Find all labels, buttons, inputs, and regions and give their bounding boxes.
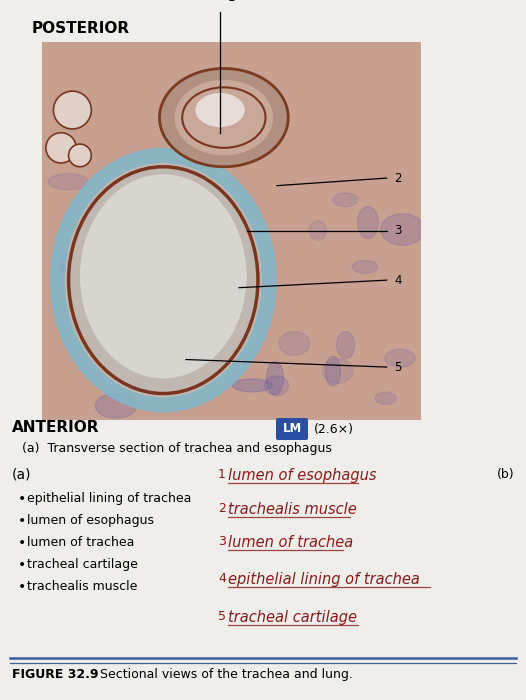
Ellipse shape	[322, 358, 353, 384]
Text: •: •	[18, 536, 26, 550]
Ellipse shape	[333, 193, 358, 206]
Ellipse shape	[196, 93, 245, 127]
Text: 2: 2	[218, 502, 226, 515]
Ellipse shape	[358, 206, 378, 238]
Ellipse shape	[60, 252, 84, 275]
Ellipse shape	[232, 379, 272, 392]
Ellipse shape	[96, 282, 112, 314]
Ellipse shape	[48, 174, 88, 190]
Text: trachealis muscle: trachealis muscle	[27, 580, 137, 593]
Text: trachealis muscle: trachealis muscle	[228, 502, 357, 517]
Ellipse shape	[381, 214, 424, 246]
Text: 1: 1	[218, 468, 226, 481]
Ellipse shape	[267, 362, 284, 395]
Ellipse shape	[279, 332, 310, 356]
Ellipse shape	[326, 356, 341, 386]
Ellipse shape	[174, 174, 211, 199]
FancyBboxPatch shape	[42, 42, 421, 420]
Text: •: •	[18, 558, 26, 572]
Ellipse shape	[265, 376, 289, 396]
Ellipse shape	[130, 311, 168, 328]
Text: 4: 4	[394, 274, 402, 286]
Ellipse shape	[178, 344, 218, 363]
Text: ANTERIOR: ANTERIOR	[12, 420, 99, 435]
Text: lumen of trachea: lumen of trachea	[27, 536, 134, 549]
Text: lumen of esophagus: lumen of esophagus	[27, 514, 154, 527]
Ellipse shape	[65, 163, 262, 398]
Ellipse shape	[309, 220, 327, 240]
Text: tracheal cartilage: tracheal cartilage	[228, 610, 357, 625]
Text: 5: 5	[394, 360, 402, 374]
Text: 3: 3	[218, 535, 226, 548]
Ellipse shape	[49, 148, 277, 412]
Text: epithelial lining of trachea: epithelial lining of trachea	[228, 572, 420, 587]
Ellipse shape	[199, 356, 217, 375]
Text: (a)  Transverse section of trachea and esophagus: (a) Transverse section of trachea and es…	[22, 442, 332, 455]
Ellipse shape	[110, 335, 141, 356]
Text: 1: 1	[228, 0, 235, 4]
Ellipse shape	[337, 332, 355, 358]
Text: •: •	[18, 492, 26, 506]
Ellipse shape	[158, 225, 193, 256]
Ellipse shape	[80, 174, 247, 379]
Text: epithelial lining of trachea: epithelial lining of trachea	[27, 492, 191, 505]
Ellipse shape	[84, 232, 122, 257]
Ellipse shape	[221, 286, 249, 298]
Ellipse shape	[95, 393, 137, 418]
Text: POSTERIOR: POSTERIOR	[32, 22, 130, 36]
Ellipse shape	[59, 264, 89, 276]
Text: 3: 3	[394, 225, 402, 237]
Ellipse shape	[375, 392, 396, 405]
FancyBboxPatch shape	[276, 418, 308, 440]
Text: 4: 4	[218, 572, 226, 585]
Text: Sectional views of the trachea and lung.: Sectional views of the trachea and lung.	[100, 668, 353, 681]
Text: (b): (b)	[497, 468, 514, 481]
Circle shape	[68, 144, 92, 167]
Ellipse shape	[159, 69, 288, 167]
Ellipse shape	[385, 349, 415, 368]
Text: (a): (a)	[12, 468, 32, 482]
Ellipse shape	[191, 214, 232, 225]
Circle shape	[54, 91, 92, 129]
Text: lumen of esophagus: lumen of esophagus	[228, 468, 377, 483]
Circle shape	[46, 133, 76, 163]
Text: LM: LM	[282, 423, 301, 435]
Text: 2: 2	[394, 172, 402, 185]
Text: •: •	[18, 514, 26, 528]
Ellipse shape	[352, 260, 378, 273]
Text: lumen of trachea: lumen of trachea	[228, 535, 353, 550]
Text: FIGURE 32.9: FIGURE 32.9	[12, 668, 98, 681]
Ellipse shape	[175, 80, 273, 155]
Text: tracheal cartilage: tracheal cartilage	[27, 558, 138, 571]
Ellipse shape	[141, 365, 185, 396]
Text: 5: 5	[218, 610, 226, 623]
Ellipse shape	[157, 283, 193, 302]
Text: •: •	[18, 580, 26, 594]
Text: (2.6×): (2.6×)	[314, 423, 354, 435]
